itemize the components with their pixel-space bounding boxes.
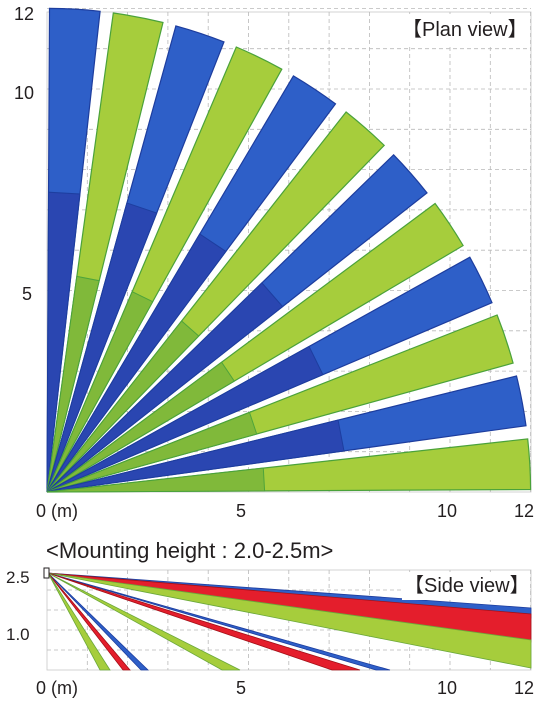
plan-y-tick-5: 5 xyxy=(22,284,32,304)
plan-zone-beam-inner xyxy=(46,320,200,493)
sensor-marker-icon xyxy=(43,567,50,579)
side-y-tick-2-5: 2.5 xyxy=(6,568,30,587)
plan-zone-beam-inner xyxy=(46,282,284,493)
plan-view-zones xyxy=(46,7,532,493)
plan-zone-beam-inner xyxy=(46,361,236,493)
plan-zone-beam-inner xyxy=(46,411,258,493)
side-zone-beam xyxy=(47,572,131,671)
plan-zone-beam-inner xyxy=(46,467,266,493)
plan-x-tick-5: 5 xyxy=(236,501,246,521)
side-x-tick-0: 0 (m) xyxy=(36,678,78,698)
side-x-tick-5: 5 xyxy=(236,678,246,698)
plan-view-label: 【Plan view】 xyxy=(402,19,528,41)
plan-zone-beam-inner xyxy=(46,233,227,493)
plan-x-tick-0: 0 (m) xyxy=(36,501,78,521)
side-zone-beam xyxy=(47,572,111,671)
side-zone-beam xyxy=(47,572,361,671)
plan-y-tick-10: 10 xyxy=(14,83,34,103)
plan-zone-beam-inner xyxy=(46,345,324,493)
side-x-tick-10: 10 xyxy=(437,678,457,698)
plan-y-tick-12: 12 xyxy=(14,4,34,24)
plan-zone-beam-inner xyxy=(46,191,81,493)
plan-x-tick-10: 10 xyxy=(437,501,457,521)
side-view-label: 【Side view】 xyxy=(404,575,530,597)
plan-zone-beam-inner xyxy=(46,202,158,493)
plan-view-label-bg xyxy=(398,14,528,44)
side-x-tick-12: 12 xyxy=(514,678,534,698)
side-zone-beam xyxy=(47,572,241,671)
side-view: 【Side view】 2.5 1.0 0 (m) 5 10 12 xyxy=(6,567,534,698)
side-zone-beam xyxy=(47,572,391,671)
side-zone-beam xyxy=(47,572,532,669)
side-zone-beam xyxy=(47,572,149,671)
side-view-zones xyxy=(47,572,532,671)
plan-zone-beam-inner xyxy=(46,291,154,493)
plan-zone-beam-inner xyxy=(46,419,345,493)
side-y-tick-1-0: 1.0 xyxy=(6,625,30,644)
plan-view: 12 10 5 0 (m) 5 10 12 【Plan view】 xyxy=(14,4,534,521)
mounting-height-caption: <Mounting height : 2.0-2.5m> xyxy=(46,538,333,563)
side-view-label-bg xyxy=(402,572,528,600)
plan-x-tick-12: 12 xyxy=(514,501,534,521)
plan-zone-beam-inner xyxy=(46,275,100,493)
